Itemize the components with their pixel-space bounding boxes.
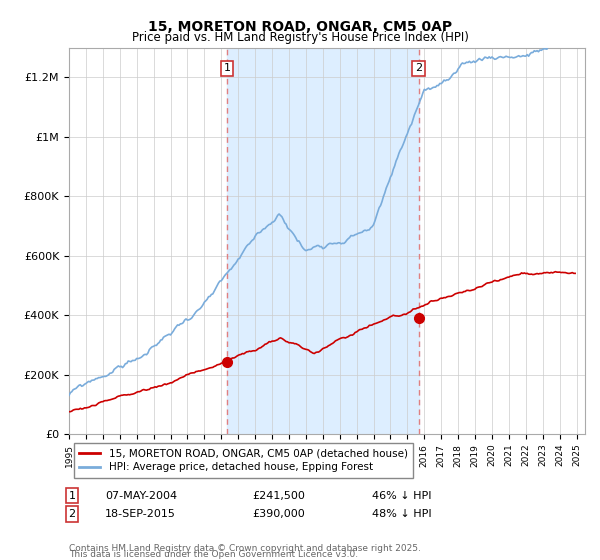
Legend: 15, MORETON ROAD, ONGAR, CM5 0AP (detached house), HPI: Average price, detached : 15, MORETON ROAD, ONGAR, CM5 0AP (detach… [74,443,413,478]
Text: Contains HM Land Registry data © Crown copyright and database right 2025.: Contains HM Land Registry data © Crown c… [69,544,421,553]
Text: This data is licensed under the Open Government Licence v3.0.: This data is licensed under the Open Gov… [69,550,358,559]
Text: 07-MAY-2004: 07-MAY-2004 [105,491,177,501]
Text: 1: 1 [68,491,76,501]
Text: 48% ↓ HPI: 48% ↓ HPI [372,509,431,519]
Text: £241,500: £241,500 [252,491,305,501]
Text: 2: 2 [68,509,76,519]
Bar [227,48,419,434]
Text: 15, MORETON ROAD, ONGAR, CM5 0AP: 15, MORETON ROAD, ONGAR, CM5 0AP [148,20,452,34]
Text: 18-SEP-2015: 18-SEP-2015 [105,509,176,519]
Text: £390,000: £390,000 [252,509,305,519]
Text: Price paid vs. HM Land Registry's House Price Index (HPI): Price paid vs. HM Land Registry's House … [131,31,469,44]
Text: 1: 1 [223,63,230,73]
Text: 46% ↓ HPI: 46% ↓ HPI [372,491,431,501]
Text: 2: 2 [415,63,422,73]
